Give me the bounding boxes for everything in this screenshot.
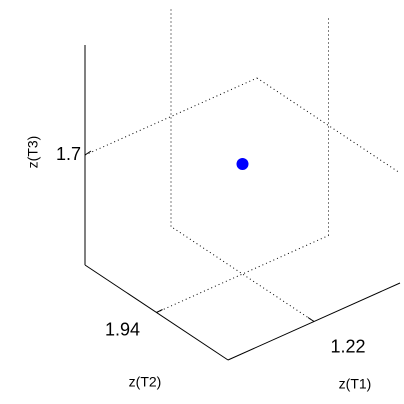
z-tick-label: 1.7 <box>56 144 81 164</box>
x-tick-label: 1.22 <box>330 336 365 356</box>
point <box>236 158 249 170</box>
grid-line <box>156 235 329 313</box>
y-tick <box>156 309 163 313</box>
grid-line <box>170 226 315 322</box>
grid-line <box>256 77 401 174</box>
x-axis-label: z(T1) <box>339 376 372 392</box>
y-axis-label: z(T2) <box>129 374 162 390</box>
z-tick <box>84 150 92 156</box>
x-tick <box>307 317 315 322</box>
z-axis-label: z(T3) <box>25 136 41 169</box>
y-tick-label: 1.94 <box>105 319 140 339</box>
